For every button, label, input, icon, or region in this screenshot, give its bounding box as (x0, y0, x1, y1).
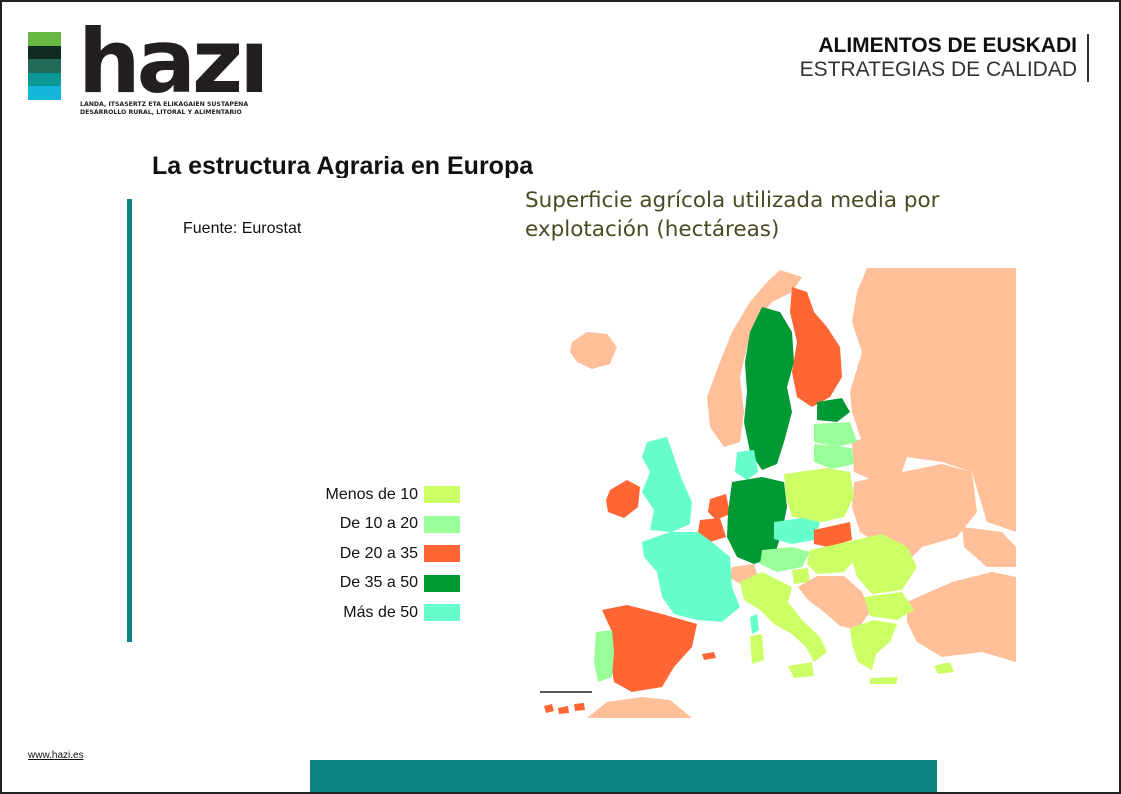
org-name: ALIMENTOS DE EUSKADI (818, 34, 1077, 57)
region-turkey (907, 572, 1016, 662)
legend-label: Menos de 10 (325, 485, 418, 503)
region-italy (740, 572, 827, 662)
accent-bar (127, 199, 132, 642)
legend-swatch (424, 515, 460, 533)
region-hungary (807, 542, 857, 574)
hazi-logo: hazı LANDA, ITSASERTZ ETA ELIKAGAIEN SUS… (28, 18, 269, 124)
logo-stripe (28, 32, 61, 46)
region-germany (727, 477, 787, 564)
region-sweden (744, 307, 794, 470)
legend-swatch (424, 604, 460, 622)
region-latvia (814, 422, 857, 447)
map-title-line2: explotación (hectáreas) (525, 217, 780, 242)
region-belgium (698, 518, 726, 542)
region-france (642, 532, 740, 622)
logo-tagline-line2: DESARROLLO RURAL, LITORAL Y ALIMENTARIO (80, 109, 242, 116)
logo-stripe (28, 86, 61, 100)
region-norway (707, 270, 802, 447)
region-north-africa (587, 697, 692, 718)
legend-item: De 20 a 35 (270, 539, 460, 569)
region-balkans (798, 576, 870, 630)
region-estonia (817, 398, 850, 422)
region-iceland (570, 332, 617, 369)
region-caucasus (962, 527, 1016, 567)
region-spain (602, 605, 697, 692)
region-crete (870, 677, 898, 684)
legend-item: De 35 a 50 (270, 569, 460, 599)
legend-swatch (424, 574, 460, 592)
map-legend: Menos de 10 De 10 a 20 De 20 a 35 De 35 … (270, 480, 460, 628)
logo-tagline: LANDA, ITSASERTZ ETA ELIKAGAIEN SUSTAPEN… (80, 101, 248, 117)
region-uk (642, 437, 692, 532)
logo-stripe (28, 45, 61, 59)
logo-stripes (28, 32, 61, 100)
legend-item: De 10 a 20 (270, 510, 460, 540)
map-title-line1: Superficie agrícola utilizada media por (525, 188, 940, 213)
footer-url-link[interactable]: www.hazi.es (28, 750, 84, 761)
region-bulgaria (864, 592, 914, 620)
region-balearic-islands (702, 652, 716, 660)
source-note: Fuente: Eurostat (183, 220, 302, 237)
logo-wordmark: hazı (78, 10, 269, 113)
logo-tagline-line1: LANDA, ITSASERTZ ETA ELIKAGAIEN SUSTAPEN… (80, 101, 249, 108)
header-block: ALIMENTOS DE EUSKADI ESTRATEGIAS DE CALI… (800, 34, 1089, 82)
slide-title: La estructura Agraria en Europa (152, 152, 534, 178)
region-slovakia (814, 522, 852, 547)
legend-label: De 10 a 20 (339, 515, 418, 533)
legend-label: De 35 a 50 (339, 574, 418, 592)
legend-item: Más de 50 (270, 598, 460, 628)
region-sardinia (750, 634, 764, 664)
header-subtitle: ESTRATEGIAS DE CALIDAD (799, 58, 1077, 81)
region-ireland (606, 480, 640, 518)
region-denmark (735, 450, 758, 480)
map-title: Superficie agrícola utilizada media por … (525, 186, 1025, 244)
region-sicily (788, 662, 814, 678)
legend-item: Menos de 10 (270, 480, 460, 510)
region-finland (790, 287, 842, 407)
legend-label: Más de 50 (343, 603, 418, 621)
region-slovenia (792, 568, 810, 584)
region-belarus (852, 432, 907, 480)
region-netherlands (708, 494, 730, 520)
region-czechia (774, 518, 820, 544)
region-cyprus (934, 662, 954, 674)
region-poland (784, 468, 854, 522)
region-canary-islands (544, 703, 585, 714)
legend-label: De 20 a 35 (339, 544, 418, 562)
region-romania (847, 534, 917, 594)
bottom-bar (310, 760, 937, 792)
region-corsica (750, 614, 759, 634)
europe-map (540, 268, 1016, 718)
region-austria (760, 547, 810, 572)
logo-stripe (28, 59, 61, 73)
legend-swatch (424, 545, 460, 563)
legend-swatch (424, 486, 460, 504)
logo-stripe (28, 72, 61, 86)
region-lithuania (814, 444, 854, 469)
region-greece (850, 620, 897, 670)
region-portugal (594, 630, 614, 682)
